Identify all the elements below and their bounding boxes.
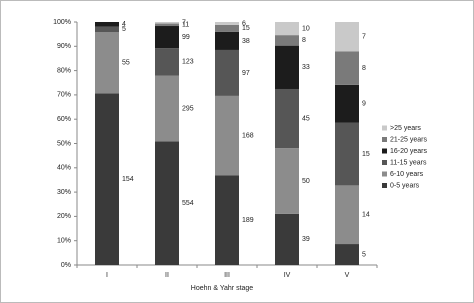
legend-swatch [382,171,387,177]
data-label: 45 [302,115,310,122]
y-tick-label: 10% [57,238,71,245]
legend-label: 6-10 years [390,171,424,178]
y-tick-label: 20% [57,213,71,220]
legend-swatch [382,183,387,188]
legend-label: 0-5 years [390,182,420,189]
x-tick-label: I [106,272,108,279]
data-label: 97 [242,70,250,77]
y-tick-label: 0% [61,262,71,269]
data-label: 8 [302,37,306,44]
data-label: 8 [362,65,366,72]
bar-segment [155,48,179,76]
y-tick-label: 80% [57,67,71,74]
data-label: 123 [182,59,194,66]
data-label: 554 [182,200,194,207]
bar-segment [95,22,119,27]
legend-label: >25 years [390,125,421,132]
legend-swatch [382,148,387,154]
data-label: 154 [122,176,134,183]
y-tick-label: 30% [57,189,71,196]
legend-label: 16-20 years [390,148,427,155]
data-label: 9 [362,101,366,108]
data-label: 10 [302,25,310,32]
bar-segment [155,23,179,27]
bar-segment [335,244,359,265]
data-label: 55 [122,60,130,67]
data-label: 11 [182,22,189,29]
bar-segment [155,75,179,142]
data-label: 15 [362,151,370,158]
data-label: 33 [302,64,310,71]
data-label: 295 [182,105,194,112]
bar-segment [215,49,239,96]
bar-segment [275,22,299,36]
bar-segment [275,88,299,149]
y-tick-label: 100% [53,19,71,26]
y-tick-label: 50% [57,140,71,147]
bar-segment [155,141,179,265]
data-label: 50 [302,178,310,185]
bar-segment [155,22,179,24]
data-label: 99 [182,34,190,41]
data-label: 39 [302,236,310,243]
data-label: 38 [242,38,250,45]
legend-swatch [382,137,387,142]
bar-segment [335,51,359,85]
bar-segment [275,213,299,265]
data-label: 14 [362,212,370,219]
bar-segment [215,31,239,50]
bar-segment [335,122,359,186]
data-label: 4 [122,21,126,28]
y-tick-label: 60% [57,116,71,123]
data-label: 168 [242,133,254,140]
x-axis-label: Hoehn & Yahr stage [191,285,254,292]
bar-segment [215,175,239,265]
x-tick-label: III [224,272,230,279]
bar-segment [95,32,119,94]
data-label: 189 [242,217,254,224]
legend-label: 21-25 years [390,136,427,143]
legend-swatch [382,160,387,165]
legend-label: 11-15 years [390,159,427,166]
y-tick-label: 90% [57,43,71,50]
bar-segment [275,45,299,89]
bar-segment [275,35,299,46]
bar-segment [215,24,239,32]
bar-segment [335,22,359,52]
bar-segment [155,26,179,49]
bar-segment [275,148,299,214]
y-tick-label: 40% [57,165,71,172]
data-label: 5 [122,26,126,33]
bar-segment [215,22,239,25]
x-tick-label: IV [284,272,291,279]
y-tick-label: 70% [57,92,71,99]
data-label: 15 [242,25,250,32]
bar-segment [95,26,119,33]
bar-segment [215,95,239,176]
x-tick-label: II [165,272,169,279]
data-label: 7 [182,20,186,27]
data-label: 5 [362,251,366,258]
bar-segment [95,93,119,265]
bar-segment [335,185,359,245]
data-label: 6 [242,20,246,27]
data-label: 7 [362,34,366,41]
bar-segment [335,84,359,123]
legend-swatch [382,125,387,131]
x-tick-label: V [345,272,350,279]
